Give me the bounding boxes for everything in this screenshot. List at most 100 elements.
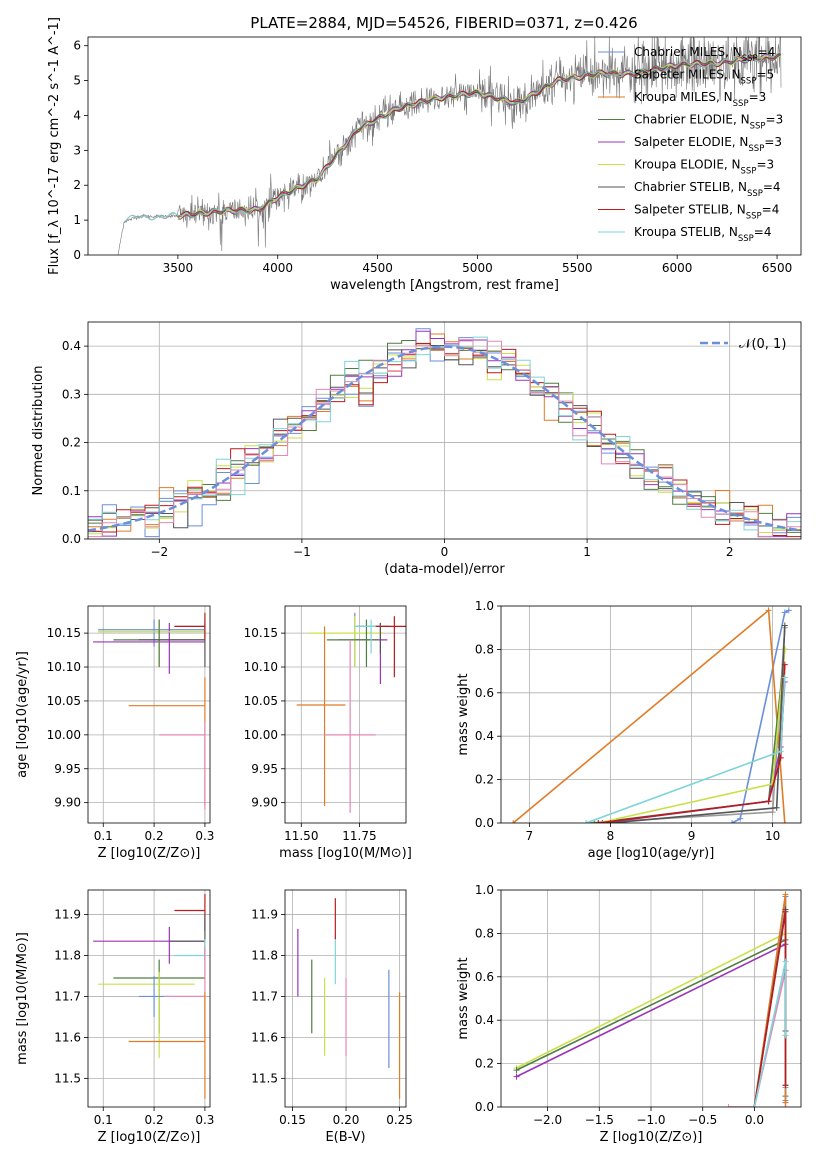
axis-frame (500, 605, 802, 824)
histogram-8 (88, 339, 801, 538)
marker (510, 820, 517, 823)
y-tick-label: 4 (73, 108, 81, 122)
y-tick-label: 11.6 (251, 1030, 278, 1044)
marker (782, 958, 789, 965)
x-axis-label: Z [log10(Z/Z⊙)] (600, 1130, 703, 1145)
y-tick-label: 0.0 (475, 1100, 494, 1114)
y-tick-label: 1 (73, 213, 81, 227)
x-tick-label: 11.50 (284, 829, 318, 843)
axis-frame-group: 0.15 0.20 0.25 11.5 11.6 11.7 11.8 11.9 E(B-V) (251, 889, 413, 1145)
y-tick-label: 0.8 (475, 642, 494, 656)
x-tick-label: 3500 (163, 261, 194, 275)
x-tick-label: 1 (583, 545, 591, 559)
y-tick-label: 10.10 (47, 660, 81, 674)
marker (729, 820, 736, 823)
x-tick-label: 8 (607, 829, 615, 843)
plot-area (501, 890, 801, 1107)
y-tick-label: 9.90 (54, 796, 81, 810)
y-axis-label: age [log10(age/yr)] (15, 651, 30, 778)
y-tick-label: 0.2 (475, 1057, 494, 1071)
plot-area (285, 890, 406, 1107)
plot-area (117, 37, 782, 255)
mass-weight-line (731, 609, 790, 823)
normal-reference-curve (88, 345, 801, 532)
axis-frame (284, 605, 407, 824)
x-axis-label: E(B-V) (325, 1130, 365, 1145)
marker (782, 1082, 789, 1089)
x-tick-label: −1.5 (585, 1113, 614, 1127)
legend-label: Kroupa ELODIE, NSSP=3 (634, 158, 774, 177)
histogram-1 (88, 333, 801, 532)
y-tick-label: 5 (73, 74, 81, 88)
x-tick-label: 5500 (562, 261, 593, 275)
mass-weight-line (753, 961, 787, 1107)
y-tick-label: 11.7 (251, 989, 278, 1003)
y-tick-label: 11.5 (54, 1071, 81, 1085)
marker (782, 891, 789, 898)
x-tick-label: 0.3 (195, 829, 214, 843)
marker (769, 809, 776, 816)
x-axis-label: Z [log10(Z/Z⊙)] (98, 1130, 201, 1145)
y-tick-label: 0.4 (62, 339, 81, 353)
y-tick-label: 11.7 (54, 989, 81, 1003)
plot-area (285, 606, 406, 823)
legend-label: Kroupa MILES, NSSP=3 (634, 90, 766, 109)
y-tick-label: 9.95 (54, 762, 81, 776)
x-tick-label: 0.15 (279, 1113, 306, 1127)
x-tick-label: 0.1 (94, 829, 113, 843)
y-tick-label: 1.0 (475, 599, 494, 613)
y-tick-label: 9.90 (251, 796, 278, 810)
marker (782, 908, 789, 915)
x-tick-label: 0.3 (195, 1113, 214, 1127)
y-tick-label: 0.0 (475, 816, 494, 830)
y-tick-label: 1.0 (475, 883, 494, 897)
y-axis-label: Normed distribution (31, 366, 46, 496)
x-axis-label: Z [log10(Z/Z⊙)] (98, 846, 201, 861)
marker (765, 798, 772, 805)
spectrum-legend: Chabrier MILES, NSSP=4 Salpeter MILES, NS… (598, 45, 783, 244)
residual-histogram-panel: −2 −1 0 1 2 0.0 0.1 0.2 0.3 0.4 (data-model)/error… (31, 321, 802, 577)
gridlines (501, 606, 801, 823)
marker (765, 607, 772, 614)
mass-weight-line (610, 625, 786, 823)
x-tick-label: −2 (150, 545, 168, 559)
marker (599, 820, 606, 823)
x-tick-label: −2.0 (533, 1113, 562, 1127)
x-axis-label: (data-model)/error (384, 562, 505, 577)
y-tick-label: 2 (73, 178, 81, 192)
y-tick-label: 10.05 (244, 694, 278, 708)
x-tick-label: 0.20 (333, 1113, 360, 1127)
marker (583, 820, 590, 823)
gridlines (285, 606, 406, 823)
plot-area (88, 322, 801, 539)
y-tick-label: 10.00 (47, 728, 81, 742)
y-axis-label: mass [log10(M/M⊙)] (15, 932, 30, 1065)
subplots: 3500 4000 4500 5000 5500 6000 6500 0 1 2 3 4 5 6 wavel… (15, 17, 802, 1145)
y-tick-label: 6 (73, 39, 81, 53)
x-tick-label: 4000 (262, 261, 293, 275)
marker (781, 674, 788, 681)
plot-area (88, 890, 210, 1107)
legend-label: Chabrier STELIB, NSSP=4 (634, 180, 781, 199)
y-tick-label: 0.4 (475, 729, 494, 743)
spectrum-panel: 3500 4000 4500 5000 5500 6000 6500 0 1 2 3 4 5 6 wavel… (47, 17, 802, 293)
x-tick-label: 2 (726, 545, 734, 559)
axis-frame-group: 0.1 0.2 0.3 11.5 11.6 11.7 11.8 11.9 Z [log10(Z/… (15, 889, 214, 1145)
age-vs-mass-panel: 11.50 11.75 9.90 9.95 10.00 10.05 10.10 10.15 ma… (244, 605, 412, 861)
marker (781, 609, 788, 616)
y-axis-label: mass weight (456, 957, 471, 1039)
marker (785, 607, 792, 614)
x-axis-label: wavelength [Angstrom, rest frame] (330, 278, 559, 293)
x-axis-label: age [log10(age/yr)] (588, 846, 715, 861)
marker (781, 820, 788, 823)
gridlines (88, 890, 210, 1107)
x-tick-label: 4500 (362, 261, 393, 275)
axis-frame-group: −2.0 −1.5 −1.0 −0.5 0.0 0.0 0.2 0.4 0.6 0.8 1.0 Z [… (456, 883, 802, 1145)
x-tick-label: 0.25 (386, 1113, 413, 1127)
x-tick-label: 11.75 (342, 829, 376, 843)
y-tick-label: 10.15 (47, 626, 81, 640)
x-tick-label: 0 (441, 545, 449, 559)
y-tick-label: 0.8 (475, 926, 494, 940)
figure-title: PLATE=2884, MJD=54526, FIBERID=0371, z=0… (250, 14, 637, 32)
